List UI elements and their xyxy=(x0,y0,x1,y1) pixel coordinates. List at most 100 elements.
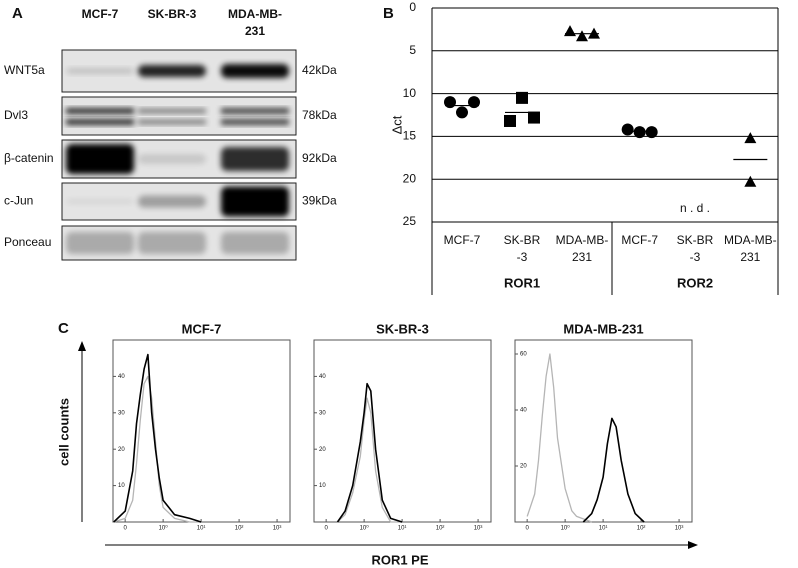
dot xyxy=(645,126,658,139)
x-tick-label: 10⁰ xyxy=(561,525,571,532)
y-tick-label: 10 xyxy=(319,483,326,489)
dot xyxy=(528,111,540,124)
histogram-line xyxy=(113,353,202,523)
y-tick-label: 30 xyxy=(319,410,326,416)
row-label: β-catenin xyxy=(4,151,54,165)
chart-title: MCF-7 xyxy=(182,321,222,336)
y-tick-label: 25 xyxy=(403,214,417,228)
lane-label: MDA-MB- xyxy=(228,7,282,21)
x-tick-label: MCF-7 xyxy=(621,233,658,247)
x-tick-label: 231 xyxy=(740,250,760,264)
lane-label: MCF-7 xyxy=(82,7,119,21)
group-label: ROR1 xyxy=(504,275,540,290)
group-label: ROR2 xyxy=(677,275,713,290)
y-tick-label: 40 xyxy=(118,374,125,380)
blot-band xyxy=(221,119,289,125)
dot xyxy=(576,30,588,42)
blot-band xyxy=(66,144,134,174)
x-tick-label: 10³ xyxy=(273,526,282,532)
row-label: c-Jun xyxy=(4,194,33,208)
y-tick-label: 10 xyxy=(118,483,125,489)
blot-band xyxy=(66,108,134,114)
panel-label: A xyxy=(12,5,23,22)
size-label: 42kDa xyxy=(302,63,337,77)
x-tick-label: 10³ xyxy=(474,526,483,532)
x-axis-label: ROR1 PE xyxy=(371,552,428,567)
annotation: n . d . xyxy=(680,201,710,215)
row-label: Ponceau xyxy=(4,235,51,249)
dot xyxy=(504,114,516,127)
x-tick-label: 0 xyxy=(324,526,328,532)
y-tick-label: 5 xyxy=(409,43,416,57)
dot xyxy=(633,126,646,139)
size-label: 92kDa xyxy=(302,151,337,165)
y-tick-label: 40 xyxy=(520,408,527,414)
dot xyxy=(744,175,757,187)
x-tick-label: SK-BR xyxy=(504,233,541,247)
x-tick-label: MCF-7 xyxy=(444,233,481,247)
blot-band xyxy=(138,154,206,164)
x-tick-label: -3 xyxy=(517,250,528,264)
x-tick-label: 0 xyxy=(123,526,127,532)
chart-title: MDA-MB-231 xyxy=(563,321,643,336)
y-tick-label: 10 xyxy=(403,86,417,100)
y-tick-label: 20 xyxy=(118,447,125,453)
blot-band xyxy=(138,232,206,254)
y-tick-label: 60 xyxy=(520,352,527,358)
blot-band xyxy=(66,68,134,74)
y-tick-label: 40 xyxy=(319,374,326,380)
histogram-line xyxy=(582,417,645,523)
x-tick-label: 10¹ xyxy=(599,526,608,532)
blot-band xyxy=(66,119,134,125)
dot xyxy=(516,91,528,104)
y-axis-label: Δct xyxy=(389,115,404,134)
blot-band xyxy=(66,198,134,205)
y-tick-label: 30 xyxy=(118,410,125,416)
blot-band xyxy=(138,65,206,77)
x-tick-label: MDA-MB- xyxy=(724,233,777,247)
blot-frame xyxy=(61,96,297,136)
histogram-line xyxy=(337,397,403,523)
lane-label: 231 xyxy=(245,24,265,38)
y-tick-label: 15 xyxy=(403,129,417,143)
x-tick-label: 231 xyxy=(572,250,592,264)
x-tick-label: MDA-MB- xyxy=(556,233,609,247)
x-tick-label: 10² xyxy=(235,526,244,532)
size-label: 78kDa xyxy=(302,108,337,122)
dot xyxy=(564,25,576,37)
plot-frame xyxy=(313,339,492,523)
x-tick-label: 10³ xyxy=(675,526,684,532)
x-tick-label: 10¹ xyxy=(398,526,407,532)
x-tick-label: 10⁰ xyxy=(360,525,370,532)
row-label: WNT5a xyxy=(4,63,45,77)
blot-band xyxy=(138,195,206,208)
dot xyxy=(444,96,456,109)
blot-band xyxy=(221,64,289,78)
x-tick-label: 10⁰ xyxy=(159,525,169,532)
blot-band xyxy=(66,232,134,254)
y-tick-label: 20 xyxy=(319,447,326,453)
x-tick-label: -3 xyxy=(690,250,701,264)
dot xyxy=(456,106,468,119)
blot-band xyxy=(138,119,206,125)
size-label: 39kDa xyxy=(302,194,337,208)
chart-title: SK-BR-3 xyxy=(376,321,429,336)
y-tick-label: 0 xyxy=(409,0,416,14)
x-tick-label: 0 xyxy=(525,526,529,532)
dot xyxy=(744,132,757,144)
lane-label: SK-BR-3 xyxy=(148,7,197,21)
blot-band xyxy=(221,186,289,217)
row-label: Dvl3 xyxy=(4,108,28,122)
dot xyxy=(468,96,480,109)
x-tick-label: 10² xyxy=(436,526,445,532)
dot xyxy=(621,123,634,136)
blot-band xyxy=(221,147,289,171)
blot-band xyxy=(138,108,206,114)
y-tick-label: 20 xyxy=(403,171,417,185)
y-axis-label: cell counts xyxy=(56,398,71,466)
blot-band xyxy=(221,232,289,254)
panel-label: C xyxy=(58,320,69,337)
histogram-line xyxy=(336,382,403,523)
panel-label: B xyxy=(383,5,394,22)
